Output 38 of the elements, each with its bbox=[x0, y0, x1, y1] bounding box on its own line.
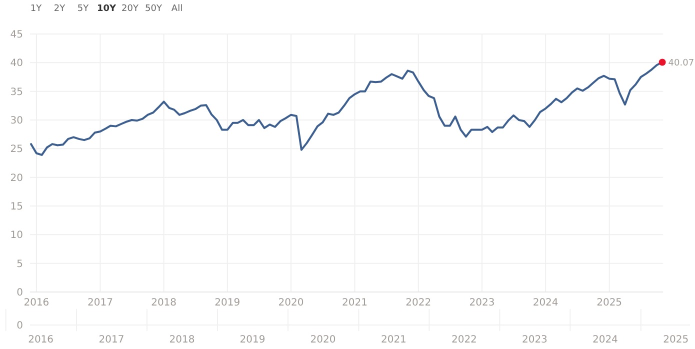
x2-tick-label: 2016 bbox=[28, 334, 54, 346]
y-tick-label: 15 bbox=[10, 202, 23, 212]
x2-tick-label: 2024 bbox=[592, 334, 618, 346]
x2-tick-label: 2019 bbox=[240, 334, 266, 346]
x2-tick-label: 2017 bbox=[98, 334, 124, 346]
data-label: 40.07 bbox=[668, 58, 694, 68]
x-tick-label: 2021 bbox=[342, 298, 368, 308]
text: 5Y bbox=[77, 4, 90, 14]
y-tick-label: 25 bbox=[10, 144, 23, 156]
y-tick-label: 10 bbox=[10, 230, 23, 242]
text: 10Y bbox=[96, 4, 116, 14]
x-tick-label: 2025 bbox=[596, 298, 622, 308]
y-tick-label: 45 bbox=[10, 30, 23, 40]
x-tick-label: 2018 bbox=[151, 298, 177, 308]
x2-tick-label: 2020 bbox=[310, 334, 336, 346]
y-tick-label: 20 bbox=[10, 172, 23, 184]
y-tick-label: 0 bbox=[16, 288, 23, 298]
x2-tick-label: 2021 bbox=[380, 334, 406, 346]
x-tick-label: 2017 bbox=[87, 298, 113, 308]
x2-tick-label: 2025 bbox=[663, 334, 689, 346]
text: 20Y bbox=[122, 4, 139, 14]
x2-tick-label: 2022 bbox=[451, 334, 477, 346]
x-tick-label: 2016 bbox=[24, 298, 50, 308]
text: 1Y bbox=[30, 4, 42, 14]
x-tick-label: 2019 bbox=[214, 298, 240, 308]
x-tick-label: 2023 bbox=[469, 298, 495, 308]
y-tick-label: 5 bbox=[16, 258, 23, 270]
x2-tick-label: 2018 bbox=[169, 334, 195, 346]
text: 50Y bbox=[145, 4, 162, 14]
y-tick-label: 35 bbox=[10, 86, 23, 98]
text: 2Y bbox=[54, 4, 66, 14]
x-tick-label: 2022 bbox=[406, 298, 432, 308]
y-tick-label: 40 bbox=[10, 58, 23, 70]
x-tick-label: 2024 bbox=[532, 298, 558, 308]
x-tick-label: 2020 bbox=[278, 298, 304, 308]
x2-tick-label: 2023 bbox=[522, 334, 548, 346]
text: All bbox=[171, 4, 183, 14]
y-tick-label: 30 bbox=[10, 116, 23, 126]
